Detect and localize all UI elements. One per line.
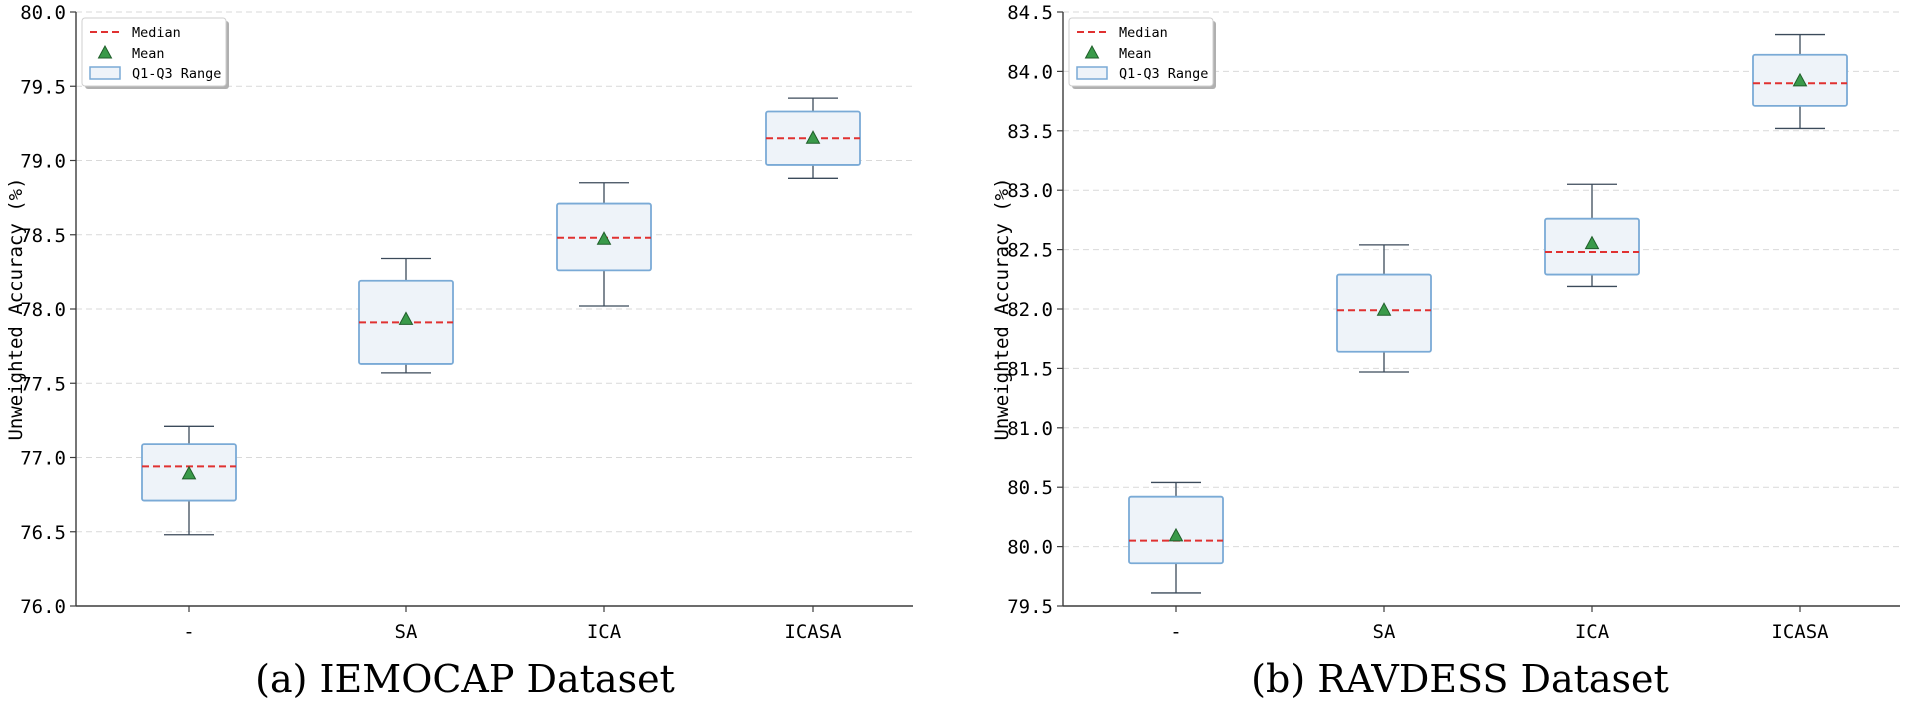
legend-range-label: Q1-Q3 Range: [1119, 66, 1208, 82]
y-tick-label: 77.0: [20, 448, 66, 470]
y-tick-label: 76.0: [20, 596, 66, 618]
x-tick-label: -: [183, 621, 194, 643]
chart-panel-1: 79.5 80.0 80.5 81.0 81.5 82.0 82.5 83.0 83.5 84.0…: [991, 2, 1900, 701]
y-tick-label: 76.5: [20, 522, 66, 544]
box-3: [765, 97, 861, 179]
y-tick-label: 80.5: [1007, 477, 1053, 499]
y-tick-label: 79.5: [1007, 596, 1053, 618]
mean-marker: [1584, 235, 1600, 250]
y-axis-label: Unweighted Accuracy (%): [5, 177, 27, 440]
x-tick-label: ICA: [587, 621, 622, 643]
box-2: [1544, 183, 1640, 288]
mean-marker: [805, 130, 821, 144]
legend-range-swatch: [89, 66, 121, 80]
mean-marker: [1792, 72, 1808, 87]
box-1: [358, 257, 454, 374]
mean-marker: [181, 465, 197, 480]
mean-marker: [398, 311, 414, 325]
box-1: [1336, 244, 1432, 373]
y-tick-label: 82.0: [1007, 299, 1053, 321]
box-3: [1752, 33, 1848, 130]
legend-mean-swatch: [1084, 44, 1100, 59]
legend: Median Mean Q1-Q3 Range: [81, 17, 229, 89]
legend-median-label: Median: [132, 25, 181, 41]
y-tick-label: 83.5: [1007, 121, 1053, 143]
y-tick-label: 77.5: [20, 373, 66, 395]
y-tick-label: 79.0: [20, 151, 66, 173]
x-tick-label: SA: [395, 621, 418, 643]
y-tick-label: 81.5: [1007, 358, 1053, 380]
mean-marker: [1376, 302, 1392, 316]
y-tick-label: 79.5: [20, 76, 66, 98]
y-tick-label: 80.0: [20, 2, 66, 24]
box-2: [556, 182, 652, 307]
y-tick-label: 82.5: [1007, 240, 1053, 262]
y-tick-label: 84.0: [1007, 61, 1053, 83]
x-tick-label: -: [1170, 621, 1181, 643]
y-tick-label: 83.0: [1007, 180, 1053, 202]
y-axis-label: Unweighted Accuracy (%): [991, 177, 1013, 440]
y-tick-label: 81.0: [1007, 418, 1053, 440]
legend-range-swatch: [1076, 66, 1108, 80]
legend-median-label: Median: [1119, 25, 1168, 41]
y-tick-label: 78.0: [20, 299, 66, 321]
y-tick-label: 84.5: [1007, 2, 1053, 24]
legend-mean-swatch: [97, 44, 113, 59]
y-tick-label: 80.0: [1007, 537, 1053, 559]
chart-panel-0: 76.0 76.5 77.0 77.5 78.0 78.5 79.0 79.5 80.0 Unwe…: [5, 2, 913, 701]
y-tick-label: 78.5: [20, 225, 66, 247]
legend: Median Mean Q1-Q3 Range: [1068, 17, 1216, 89]
x-tick-label: ICASA: [784, 621, 842, 643]
x-tick-label: ICASA: [1771, 621, 1829, 643]
box-0: [1128, 481, 1224, 594]
mean-marker: [1168, 527, 1184, 542]
x-tick-label: SA: [1373, 621, 1396, 643]
box-0: [141, 425, 237, 536]
legend-range-label: Q1-Q3 Range: [132, 66, 221, 82]
panel-caption: (b) RAVDESS Dataset: [1251, 657, 1669, 701]
legend-mean-label: Mean: [132, 46, 165, 62]
panel-caption: (a) IEMOCAP Dataset: [255, 657, 675, 701]
legend-mean-label: Mean: [1119, 46, 1152, 62]
x-tick-label: ICA: [1575, 621, 1610, 643]
mean-marker: [596, 231, 612, 245]
